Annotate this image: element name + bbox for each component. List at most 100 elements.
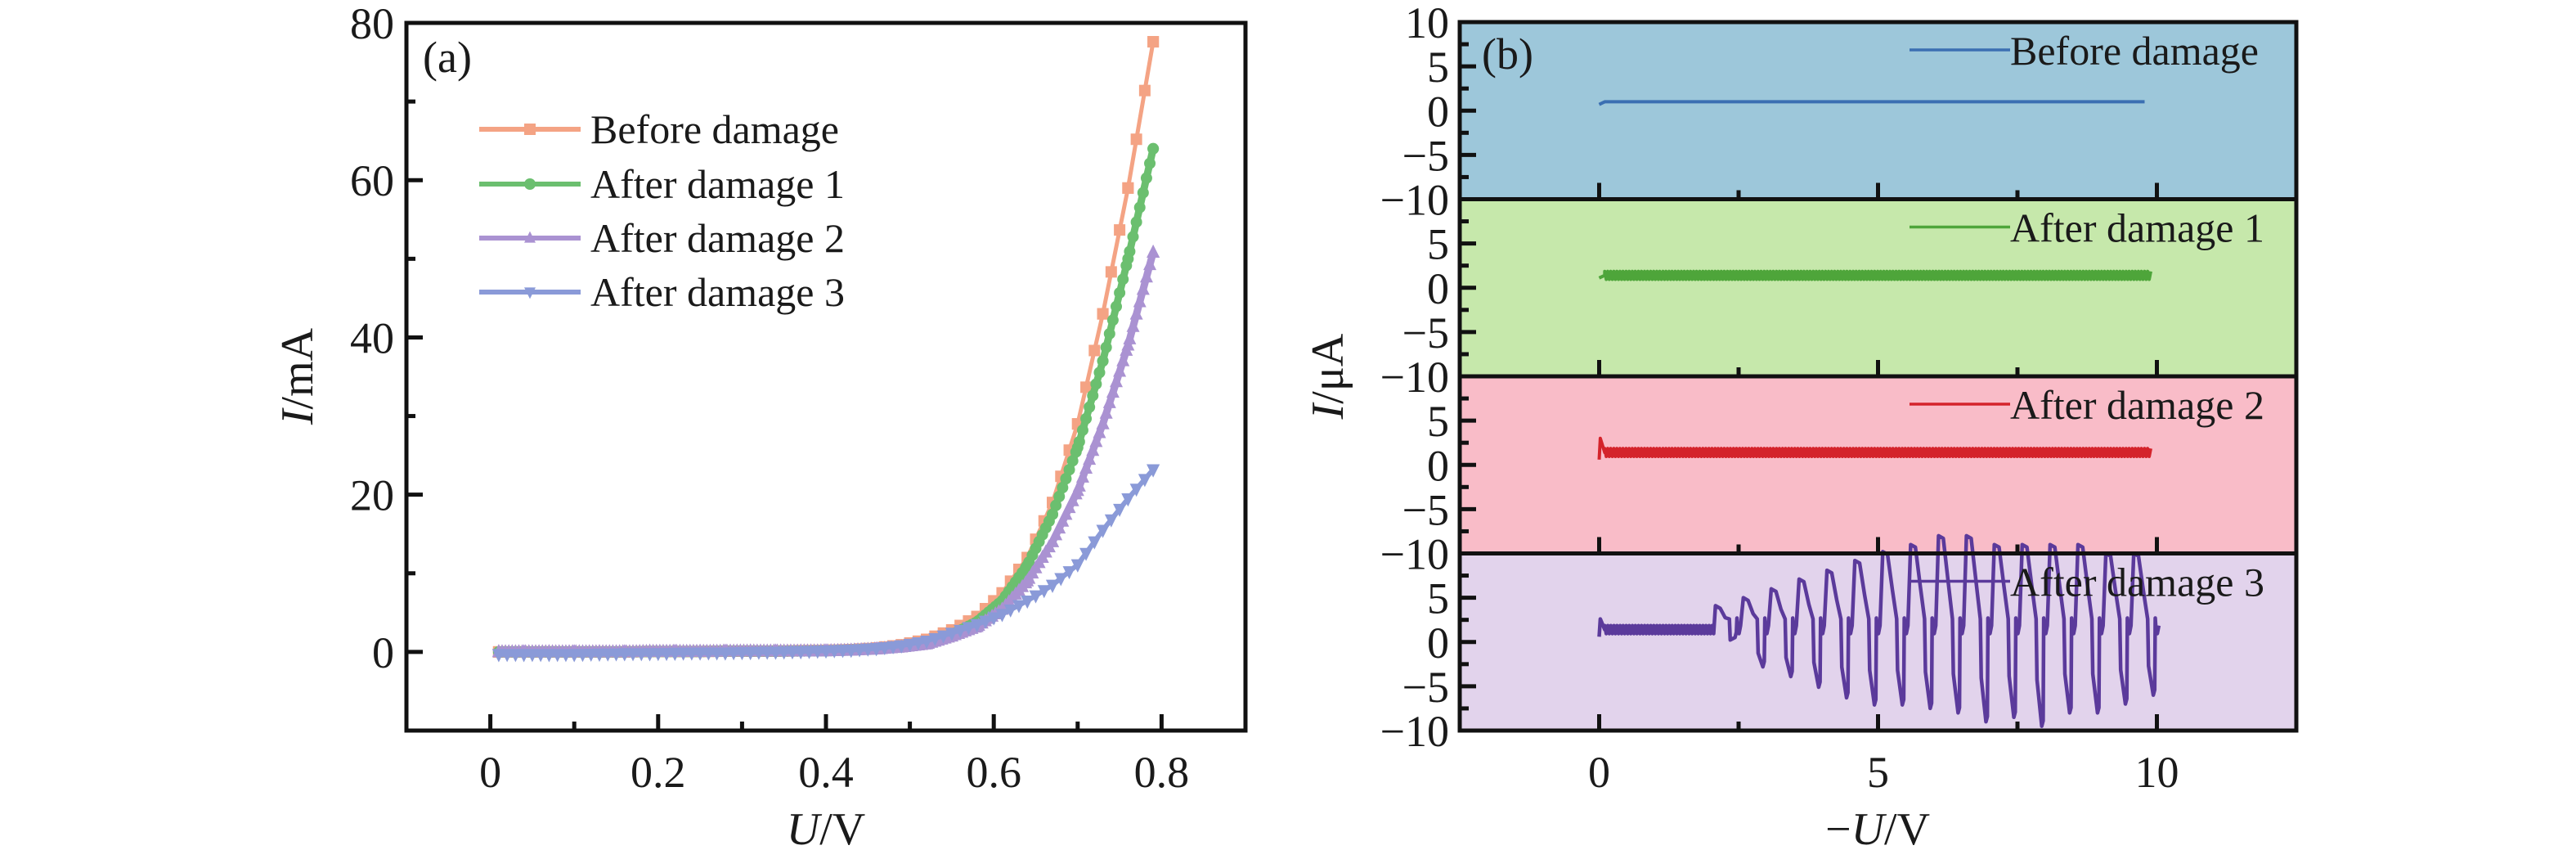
data-point [1003,604,1017,618]
data-point [718,647,732,661]
chart-a-x-axis-title: U/V [787,804,865,855]
data-point [1093,367,1106,379]
data-point [945,627,958,641]
y-tick-label: 10 [1405,0,1449,47]
data-point [810,645,824,659]
data-point [1021,596,1034,609]
y-tick-label: 0 [1427,441,1449,490]
panel-after-damage-2: 50−5−10 After damage 2 [1380,374,2299,579]
data-point [500,649,514,663]
data-point [1097,355,1109,367]
data-point [1071,442,1084,453]
data-point [1129,483,1143,497]
panel-background [1460,199,2296,376]
data-point [1138,474,1151,488]
data-point [1096,524,1110,538]
data-point [660,648,674,662]
y-axis-symbol: I [272,407,323,425]
data-point [568,649,581,663]
x-axis-unit: /V [819,804,865,855]
data-point [1070,559,1084,573]
data-point [1104,514,1118,528]
data-point [1147,464,1160,478]
data-point [987,612,1001,626]
data-point [1062,500,1076,514]
data-point [1079,461,1093,474]
data-point [1100,341,1112,353]
chart-b-y-axis-title: I/μA [1303,333,1353,420]
data-point [1057,482,1069,494]
signal-trace [1597,436,2152,460]
legend-item: After damage 2 [479,215,845,261]
data-point [626,648,640,662]
data-point [517,649,531,663]
x-tick-label: 5 [1867,748,1889,797]
data-point [743,646,757,660]
y-tick-label: 20 [350,471,394,520]
data-point [886,641,900,654]
legend-label: After damage 2 [2010,382,2264,428]
chart-a-panel-tag: (a) [423,33,472,82]
data-point [802,645,816,659]
data-point [651,648,665,662]
data-point [693,647,707,661]
data-point [727,647,741,661]
data-point [752,646,765,660]
data-point [1066,492,1079,506]
data-point [1086,443,1100,456]
y-axis-symbol: I [1303,402,1353,420]
data-point [534,649,548,663]
data-point [1012,600,1025,614]
data-point [1037,585,1051,599]
data-point [1147,245,1160,259]
y-tick-label: −10 [1380,530,1449,579]
data-point [1116,353,1130,367]
data-point [735,647,749,661]
data-point [1021,560,1034,572]
data-point [1070,483,1084,497]
data-point [844,645,858,659]
data-point [1046,579,1060,593]
data-point [1046,533,1060,547]
y-tick-label: 60 [350,156,394,205]
data-point [1109,374,1123,388]
y-tick-label: 5 [1427,43,1449,92]
data-point [970,618,984,632]
y-tick-label: −10 [1380,353,1449,402]
data-point [1130,216,1142,228]
data-point [1113,363,1127,377]
y-tick-label: 40 [350,313,394,362]
data-point [592,648,606,662]
chart-b-x-axis-title: −U/V [1825,804,1930,855]
y-tick-label: 5 [1427,574,1449,623]
chart-a-y-axis-title: I/mA [272,327,323,425]
data-point [777,646,791,660]
data-point [1122,253,1134,265]
data-point [550,649,564,663]
data-point [676,647,690,661]
data-point [1127,231,1139,243]
data-point [643,648,657,662]
legend-label: After damage 1 [2010,205,2264,251]
y-tick-label: −5 [1402,308,1449,358]
data-point [1129,306,1143,320]
data-point [1117,273,1129,286]
y-tick-label: 0 [1427,264,1449,313]
data-point [684,647,698,661]
legend-marker-icon [524,178,536,190]
data-point [1143,257,1157,271]
data-point [1080,412,1093,425]
y-tick-label: 0 [1427,618,1449,668]
data-point [1088,536,1102,550]
data-point [1075,469,1089,483]
data-point [584,649,598,663]
data-point [1105,266,1117,278]
y-tick-label: 5 [1427,397,1449,446]
data-point [1047,508,1059,520]
data-point [1096,416,1110,430]
data-point [1029,590,1043,604]
data-point [1090,378,1102,390]
